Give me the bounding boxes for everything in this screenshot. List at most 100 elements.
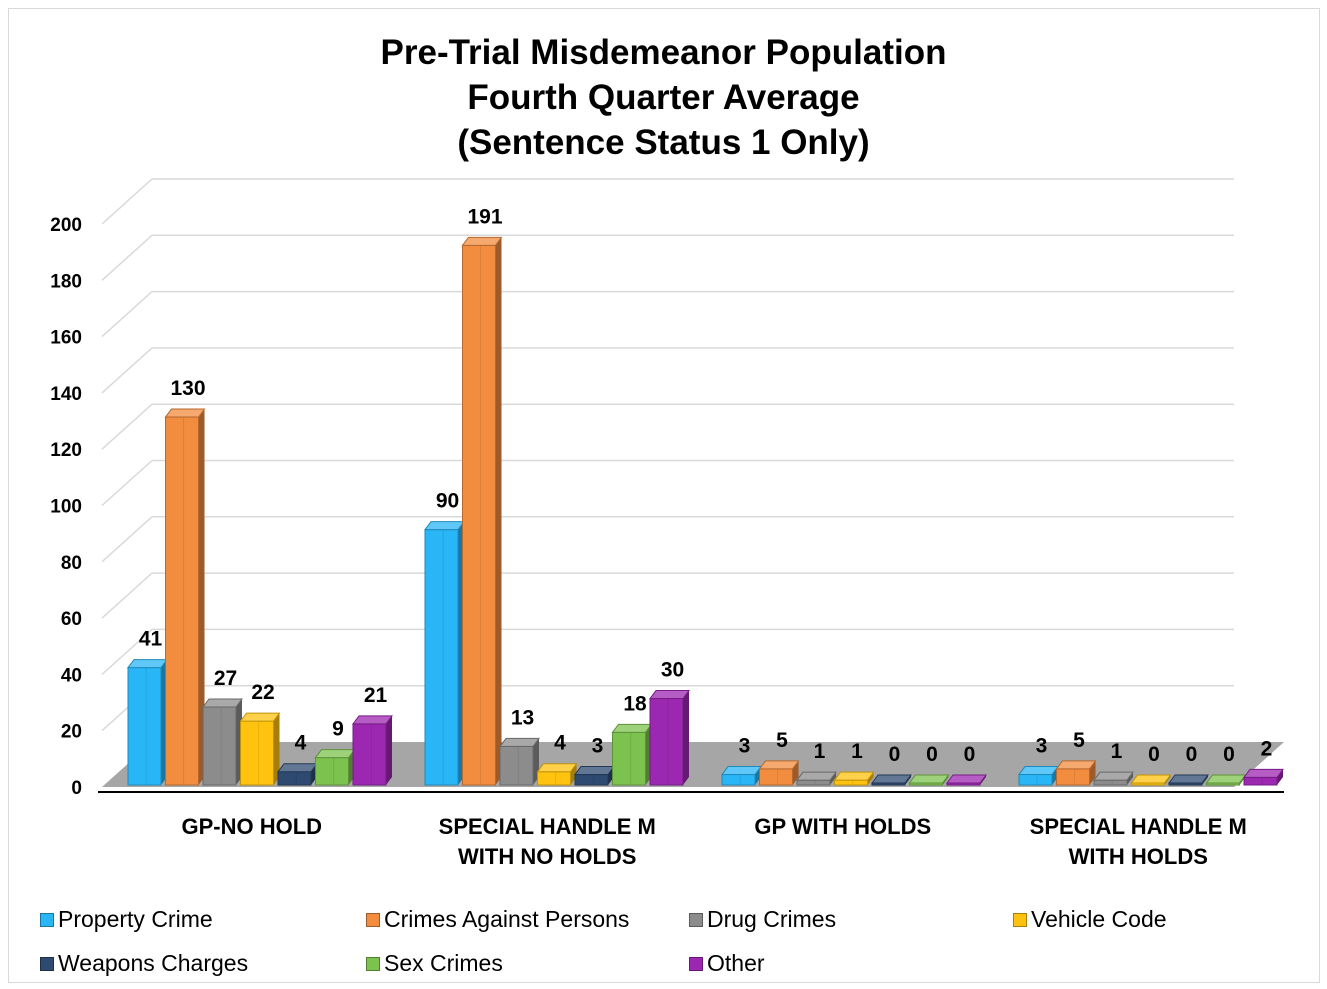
data-label: 2 [1261, 737, 1273, 760]
category-label-line: WITH NO HOLDS [458, 844, 636, 869]
bar-front [315, 757, 349, 786]
bar-sex-crimes-1 [314, 749, 356, 786]
gridline-side [101, 572, 153, 619]
y-tick-label: 0 [71, 778, 82, 799]
bar-sex-crimes-4 [1205, 774, 1247, 786]
data-label: 22 [251, 681, 274, 704]
data-labels: 41 130 27 22 4 9 21 90 191 13 4 3 18 30 3 5 1 1 0 0 0 3 5 1 0 0 0 2 [139, 205, 1273, 766]
gridline-side [101, 403, 153, 450]
gridline-side [101, 291, 153, 338]
data-label: 1 [814, 740, 826, 763]
chart-title-line-1: Pre-Trial Misdemeanor Population [380, 33, 947, 72]
gridline-side [101, 459, 153, 507]
y-tick-label: 120 [50, 440, 82, 461]
bar-front [165, 416, 199, 786]
bar-property-crime-1 [127, 659, 168, 786]
bar-front [1056, 768, 1090, 786]
data-label: 30 [661, 659, 684, 682]
bar-side [198, 409, 205, 785]
bar-front [1093, 779, 1128, 786]
data-label: 191 [467, 205, 502, 228]
y-tick-label: 20 [61, 722, 82, 743]
bar-top [127, 659, 168, 669]
bar-front [277, 771, 312, 786]
category-label-line: GP WITH HOLDS [754, 814, 931, 839]
y-tick-label: 100 [50, 497, 82, 518]
bar-crimes-against-persons-3 [758, 760, 800, 786]
bar-front [649, 698, 684, 786]
data-label: 4 [554, 732, 566, 755]
bar-top [611, 723, 653, 733]
bar-front [127, 667, 162, 786]
data-label: 0 [1186, 743, 1198, 766]
bar-side [495, 237, 502, 785]
bar-side [570, 763, 577, 785]
bar-top [277, 763, 318, 773]
data-label: 90 [436, 490, 459, 513]
bar-top [499, 737, 540, 747]
bar-front [574, 774, 609, 786]
bar-crimes-against-persons-2 [461, 236, 503, 786]
bar-drug-crimes-3 [796, 771, 837, 786]
y-tick-label: 40 [61, 665, 82, 686]
bar-crimes-against-persons-1 [164, 408, 206, 786]
data-label: 1 [1111, 740, 1123, 763]
category-label-line: SPECIAL HANDLE M [439, 814, 656, 839]
y-tick-label: 200 [50, 215, 82, 236]
bar-side [1277, 769, 1283, 785]
data-label: 3 [1036, 735, 1048, 758]
bar-top [574, 766, 615, 776]
bar-drug-crimes-4 [1093, 771, 1134, 786]
bar-other-3 [946, 774, 987, 786]
bar-top [1093, 771, 1134, 781]
bar-front [240, 720, 274, 786]
bar-other-4 [1243, 768, 1284, 786]
y-tick-label: 60 [61, 609, 82, 630]
bar-top [1243, 768, 1284, 778]
bar-top [461, 236, 503, 246]
bar-sex-crimes-2 [611, 723, 653, 786]
bar-top [758, 760, 800, 770]
bars [127, 236, 1284, 786]
bar-front [462, 244, 496, 786]
bar-property-crime-4 [1018, 766, 1059, 786]
data-label: 4 [295, 732, 307, 755]
data-label: 27 [214, 667, 237, 690]
bar-front [202, 706, 237, 786]
category-label: SPECIAL HANDLE M WITH NO HOLDS [439, 814, 656, 869]
bar-sex-crimes-3 [908, 774, 950, 786]
bar-top [1205, 774, 1247, 784]
bar-crimes-against-persons-4 [1055, 760, 1097, 786]
bar-front [612, 731, 646, 786]
data-label: 0 [1223, 743, 1235, 766]
data-label: 0 [1148, 743, 1160, 766]
chart-title-line-2: Fourth Quarter Average [467, 78, 860, 117]
data-label: 13 [511, 706, 534, 729]
bar-weapons-charges-1 [277, 763, 318, 786]
chart-floor [102, 742, 1284, 787]
bar-front [499, 745, 534, 786]
y-tick-label: 180 [50, 271, 82, 292]
bar-top [1130, 774, 1172, 784]
chart-title-line-3: (Sentence Status 1 Only) [457, 123, 870, 162]
bar-top [536, 763, 578, 773]
gridline-side [101, 628, 153, 675]
chart-frame [8, 8, 1320, 983]
bar-vehicle-code-2 [536, 763, 578, 786]
bar-weapons-charges-2 [574, 766, 615, 786]
bar-top [1168, 774, 1209, 784]
bar-property-crime-2 [424, 521, 465, 786]
bar-front [796, 779, 831, 786]
bar-side [683, 690, 689, 785]
bar-top [1055, 760, 1097, 770]
bar-front [1018, 774, 1053, 786]
bar-vehicle-code-3 [833, 771, 875, 786]
data-label: 130 [170, 377, 205, 400]
bar-top [164, 408, 206, 418]
bar-drug-crimes-1 [202, 698, 243, 786]
data-label: 9 [332, 718, 344, 741]
data-label: 21 [364, 684, 388, 707]
bar-vehicle-code-4 [1130, 774, 1172, 786]
bar-top [239, 712, 281, 722]
